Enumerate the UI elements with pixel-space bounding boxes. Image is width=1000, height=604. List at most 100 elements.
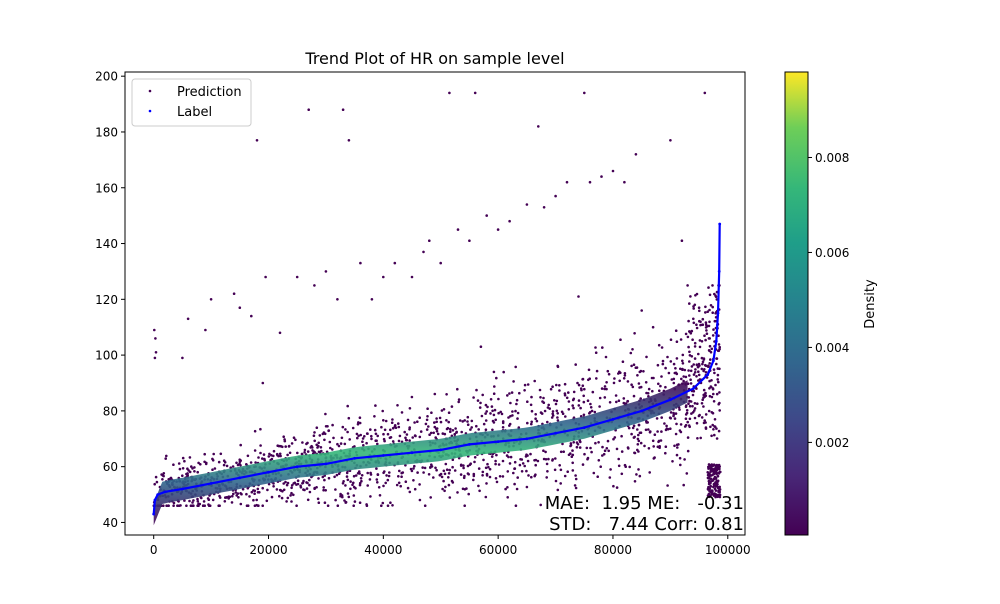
prediction-point xyxy=(275,452,279,456)
prediction-point xyxy=(556,365,560,369)
prediction-point xyxy=(634,366,638,370)
prediction-point xyxy=(674,432,678,436)
prediction-outlier xyxy=(686,284,689,287)
x-tick-label: 0 xyxy=(150,543,158,557)
prediction-point xyxy=(376,473,380,476)
prediction-point xyxy=(495,376,498,380)
prediction-point xyxy=(192,504,195,508)
prediction-point xyxy=(356,422,360,426)
prediction-point xyxy=(709,481,712,485)
prediction-point xyxy=(585,446,589,450)
prediction-point xyxy=(601,445,604,449)
prediction-point xyxy=(632,436,636,439)
prediction-point xyxy=(192,499,195,502)
prediction-point xyxy=(429,466,432,469)
prediction-point xyxy=(583,387,586,391)
prediction-point xyxy=(669,338,673,342)
prediction-point xyxy=(598,405,601,408)
prediction-point xyxy=(636,374,639,377)
prediction-point xyxy=(472,474,476,478)
prediction-point xyxy=(525,485,529,489)
prediction-point xyxy=(440,409,444,412)
prediction-point xyxy=(265,499,269,503)
prediction-point xyxy=(691,393,695,397)
prediction-point xyxy=(695,292,699,296)
prediction-point xyxy=(636,428,639,431)
prediction-point xyxy=(322,488,325,492)
prediction-point xyxy=(426,407,429,411)
prediction-point xyxy=(408,426,412,429)
prediction-point xyxy=(481,474,484,477)
prediction-point xyxy=(704,305,707,309)
prediction-point xyxy=(324,412,327,416)
prediction-point xyxy=(358,483,362,487)
prediction-point xyxy=(543,409,547,413)
prediction-point xyxy=(185,472,188,476)
prediction-point xyxy=(235,461,238,465)
prediction-point xyxy=(506,496,510,499)
prediction-point xyxy=(529,452,532,456)
prediction-point xyxy=(620,472,624,476)
prediction-point xyxy=(272,454,275,458)
prediction-point xyxy=(241,487,245,491)
prediction-outlier xyxy=(307,108,311,111)
prediction-point xyxy=(709,358,712,361)
prediction-point xyxy=(356,436,359,440)
label-point xyxy=(353,456,356,460)
prediction-point xyxy=(697,373,701,377)
prediction-point xyxy=(490,455,494,458)
prediction-point xyxy=(259,444,262,447)
prediction-point xyxy=(418,483,421,486)
prediction-point xyxy=(191,467,194,470)
prediction-outlier xyxy=(583,91,586,95)
prediction-point xyxy=(709,304,713,307)
prediction-point xyxy=(574,474,577,477)
prediction-point xyxy=(508,424,511,427)
label-point xyxy=(611,417,615,421)
prediction-point xyxy=(582,413,586,417)
prediction-point xyxy=(231,494,234,498)
prediction-point xyxy=(578,446,582,449)
prediction-point xyxy=(181,467,185,470)
prediction-point xyxy=(666,484,669,487)
prediction-point xyxy=(477,484,480,488)
prediction-point xyxy=(657,382,660,386)
prediction-point xyxy=(176,504,179,508)
prediction-point xyxy=(340,436,344,440)
prediction-point xyxy=(703,419,706,422)
prediction-point xyxy=(376,434,380,438)
prediction-point xyxy=(317,501,321,505)
prediction-point xyxy=(313,486,317,490)
prediction-point xyxy=(513,467,516,471)
prediction-point xyxy=(705,332,709,336)
prediction-point xyxy=(278,494,281,498)
prediction-point xyxy=(710,411,714,414)
prediction-point xyxy=(548,407,551,410)
prediction-point xyxy=(716,479,720,483)
prediction-point xyxy=(346,492,350,495)
label-point xyxy=(718,222,722,226)
prediction-point xyxy=(686,436,690,439)
prediction-point xyxy=(506,486,509,489)
prediction-point xyxy=(450,479,454,483)
prediction-point xyxy=(645,355,648,359)
prediction-point xyxy=(687,396,691,399)
prediction-point xyxy=(445,393,448,396)
prediction-point xyxy=(601,454,604,457)
prediction-point xyxy=(230,501,234,504)
prediction-point xyxy=(425,418,429,422)
prediction-point xyxy=(212,452,215,456)
prediction-point xyxy=(458,419,462,422)
prediction-outlier xyxy=(600,175,603,178)
prediction-point xyxy=(685,411,689,415)
prediction-outlier xyxy=(324,270,328,273)
prediction-point xyxy=(656,430,659,433)
prediction-point xyxy=(604,355,608,359)
prediction-point xyxy=(587,368,591,372)
prediction-point xyxy=(389,428,392,432)
prediction-point xyxy=(406,418,410,422)
prediction-point xyxy=(308,478,311,482)
prediction-point xyxy=(395,483,399,487)
prediction-point xyxy=(677,443,680,446)
prediction-point xyxy=(520,470,524,473)
